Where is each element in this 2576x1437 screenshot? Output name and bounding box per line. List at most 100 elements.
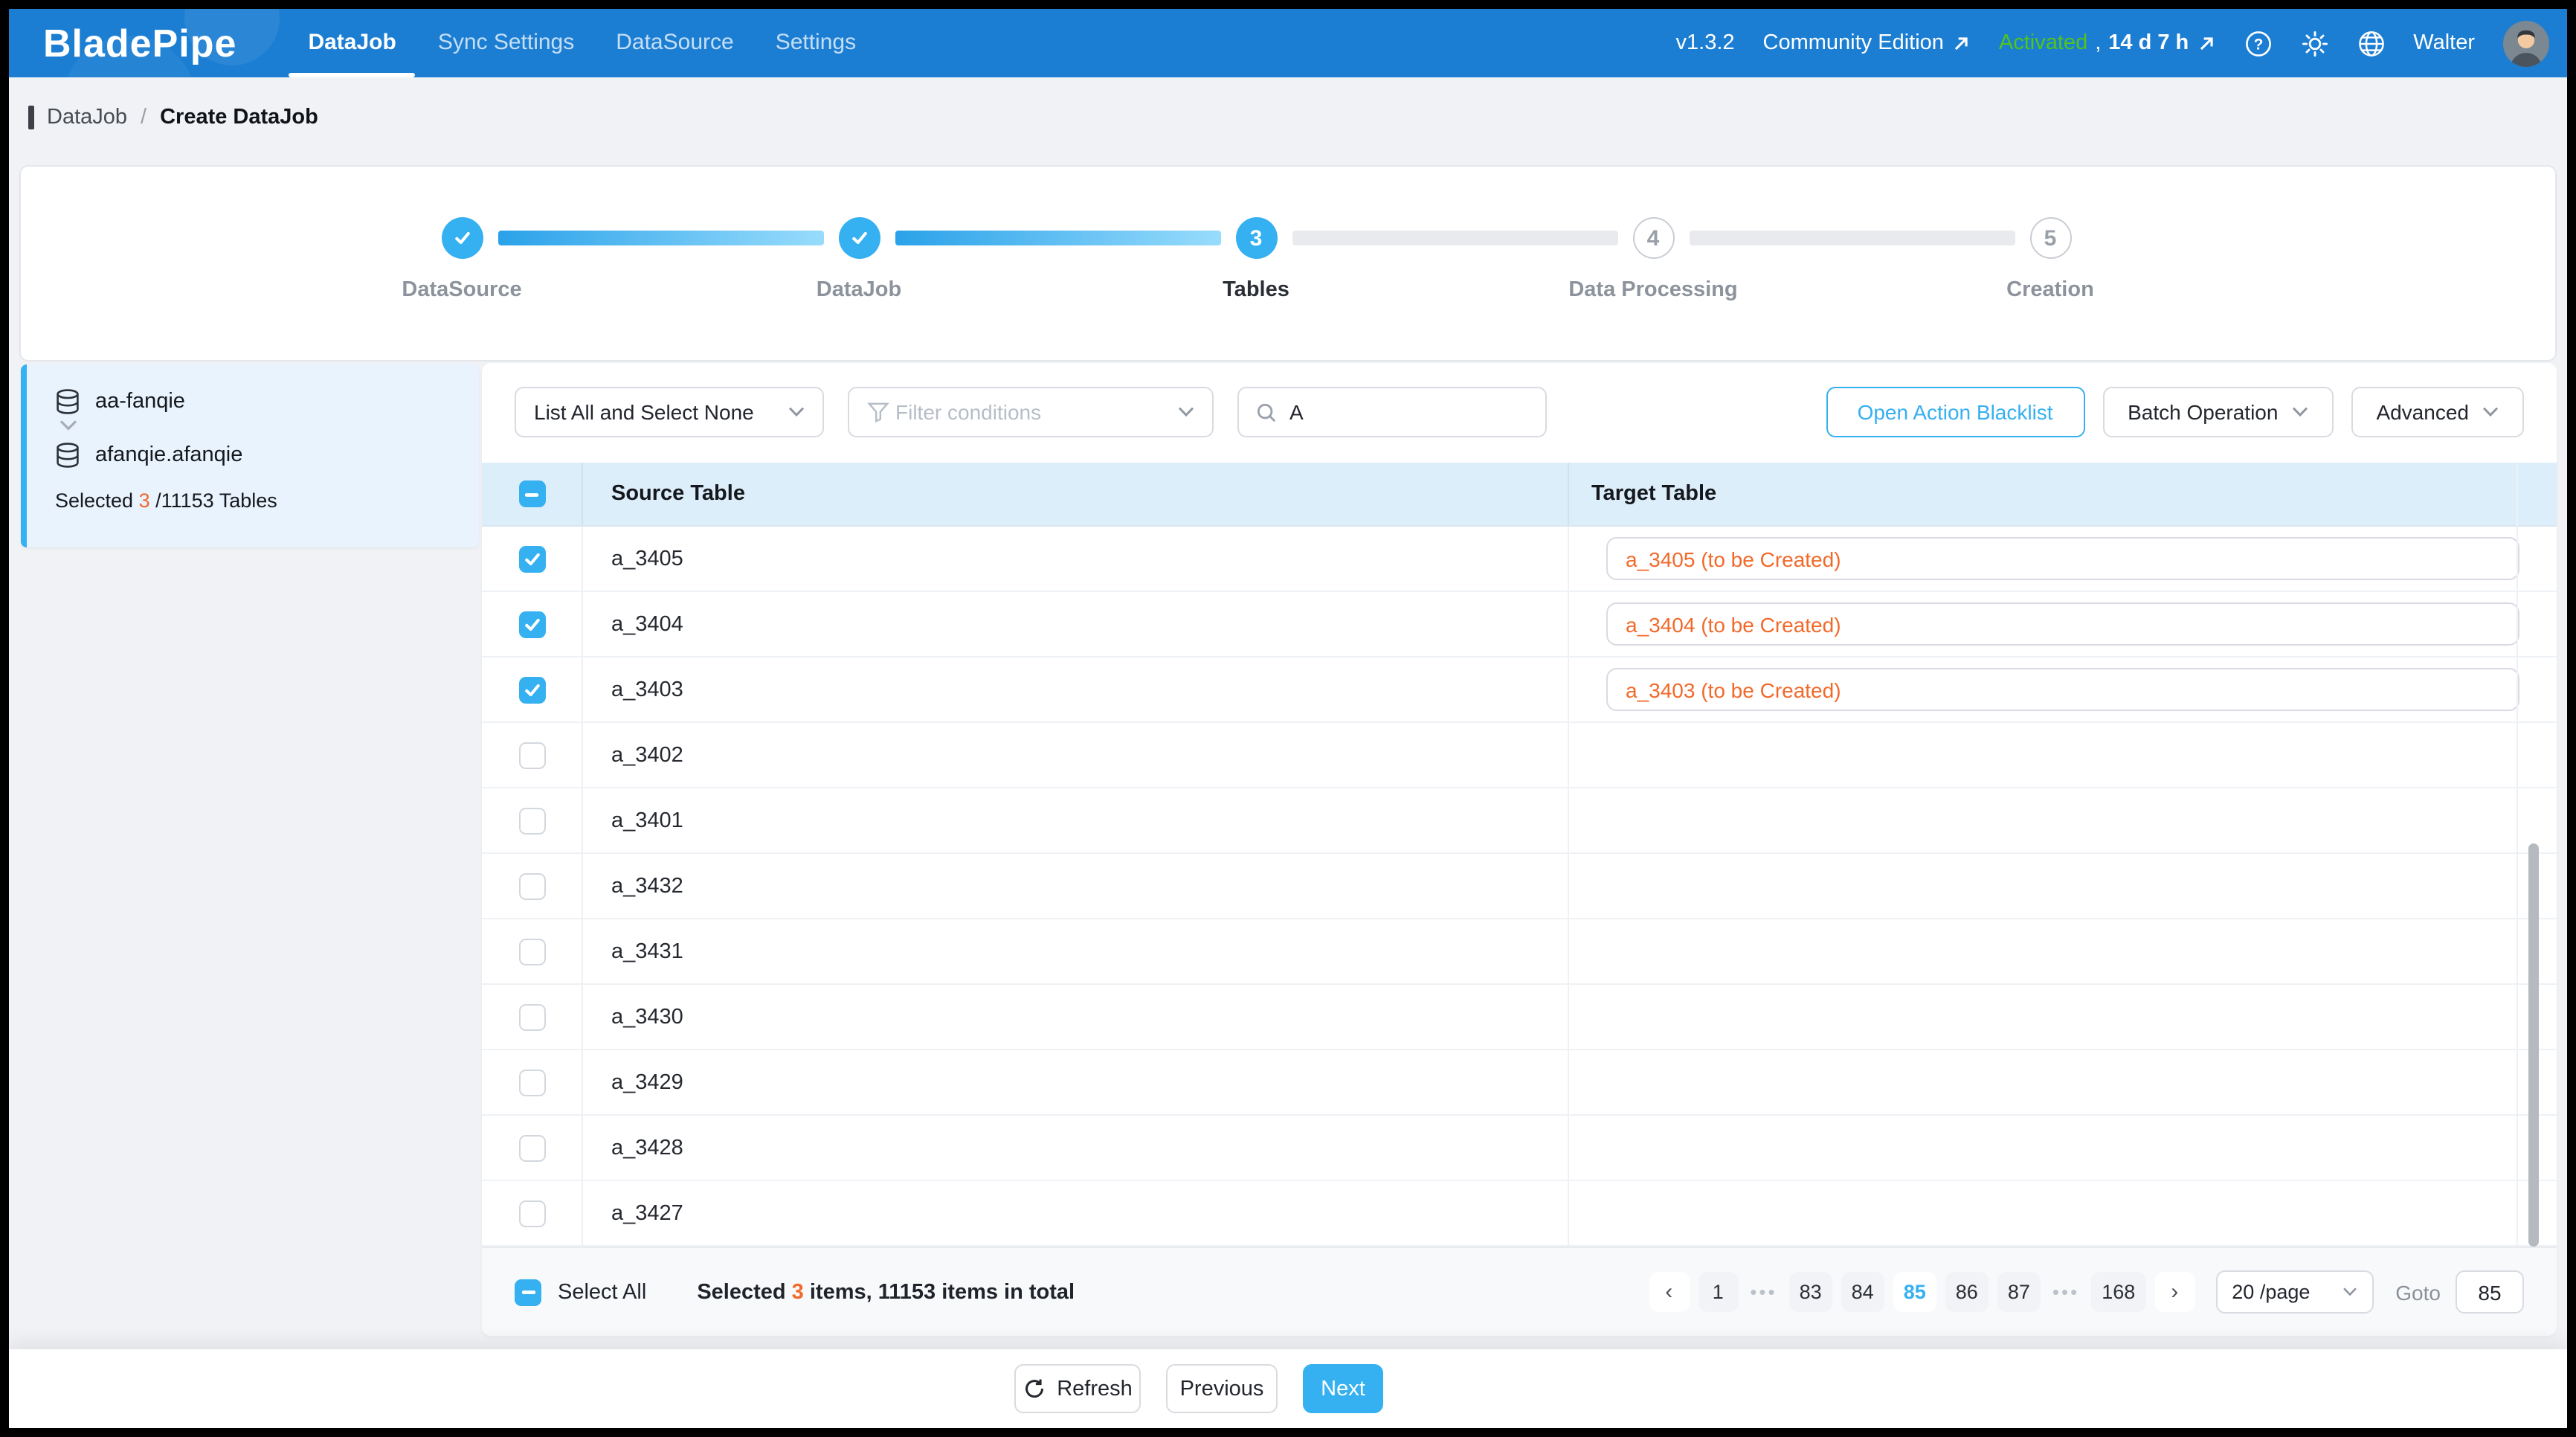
breadcrumb-accent-bar — [28, 106, 33, 129]
target-table-input[interactable]: a_3405 (to be Created) — [1606, 537, 2519, 580]
activation-status-link[interactable]: Activated , 14 d 7 h — [1999, 31, 2215, 55]
target-table-input[interactable]: a_3404 (to be Created) — [1606, 602, 2519, 646]
table-row: a_3401 — [482, 788, 2557, 854]
pagination-next-button[interactable]: › — [2154, 1272, 2195, 1312]
refresh-button[interactable]: Refresh — [1014, 1364, 1141, 1413]
pagination-page[interactable]: 168 — [2091, 1272, 2146, 1312]
table-search-input[interactable]: A — [1237, 387, 1547, 437]
row-checkbox[interactable] — [518, 1069, 545, 1096]
pagination-page[interactable]: 86 — [1945, 1272, 1989, 1312]
chevron-down-icon — [2291, 406, 2308, 418]
toolbar-actions: Open Action Blacklist Batch Operation Ad… — [1826, 387, 2524, 437]
bladepipe-logo: BladePipe — [43, 20, 237, 65]
page-title: Create DataJob — [160, 106, 318, 129]
goto-page-input[interactable]: 85 — [2456, 1270, 2524, 1314]
batch-operation-button[interactable]: Batch Operation — [2102, 387, 2334, 437]
datasource-summary-panel: aa-fanqie afanqie.afanqie Selected 3 /11… — [21, 364, 479, 547]
app-window: BladePipe DataJob Sync Settings DataSource… — [9, 9, 2567, 1428]
target-table-cell — [1569, 1116, 2519, 1180]
flow-direction-chevron-icon — [59, 419, 479, 437]
pagination-page[interactable]: 83 — [1788, 1272, 1832, 1312]
nav-item-datajob[interactable]: DataJob — [287, 9, 416, 77]
select-page-checkbox-indeterminate[interactable] — [518, 480, 545, 507]
table-row: a_3431 — [482, 919, 2557, 985]
pagination-prev-button[interactable]: ‹ — [1649, 1272, 1690, 1312]
source-datasource-name: aa-fanqie — [95, 390, 185, 414]
nav-item-datasource[interactable]: DataSource — [616, 30, 734, 55]
breadcrumb-separator: / — [141, 106, 147, 129]
chevron-down-icon — [2482, 406, 2499, 418]
target-table-cell — [1569, 854, 2519, 918]
activated-badge: Activated — [1998, 31, 2088, 55]
database-icon — [57, 389, 79, 414]
filter-conditions-select[interactable]: Filter conditions — [848, 387, 1214, 437]
source-table-cell: a_3432 — [611, 874, 683, 898]
row-checkbox[interactable] — [518, 742, 545, 768]
user-avatar[interactable] — [2503, 20, 2549, 66]
pagination-page[interactable]: 1 — [1698, 1272, 1739, 1312]
row-checkbox[interactable] — [518, 872, 545, 899]
external-link-icon — [2200, 36, 2212, 50]
row-checkbox[interactable] — [518, 1134, 545, 1161]
search-icon — [1257, 402, 1276, 422]
theme-brightness-icon[interactable] — [2300, 29, 2328, 57]
pagination-page-current[interactable]: 85 — [1893, 1272, 1936, 1312]
selected-tables-summary: Selected 3 /11153 Tables — [55, 489, 277, 512]
main-nav-menu: DataJob Sync Settings DataSource Settings — [287, 9, 877, 77]
source-table-cell: a_3427 — [611, 1201, 683, 1225]
row-checkbox[interactable] — [518, 938, 545, 965]
vertical-scrollbar-thumb[interactable] — [2528, 843, 2539, 1247]
username-label[interactable]: Walter — [2413, 31, 2475, 55]
step-label: Tables — [1223, 278, 1289, 302]
chevron-down-icon — [2342, 1287, 2357, 1297]
target-table-column-header: Target Table — [1591, 482, 1717, 506]
community-edition-link[interactable]: Community Edition — [1763, 31, 1971, 55]
breadcrumb: DataJob / Create DataJob — [9, 86, 318, 149]
pagination-ellipsis[interactable]: ••• — [1750, 1281, 1777, 1303]
selection-summary: Selected 3 items, 11153 items in total — [697, 1280, 1075, 1304]
table-row: a_3427 — [482, 1181, 2557, 1247]
open-action-blacklist-button[interactable]: Open Action Blacklist — [1826, 387, 2085, 437]
advanced-button[interactable]: Advanced — [2351, 387, 2524, 437]
table-row: a_3404 a_3404 (to be Created) — [482, 592, 2557, 658]
nav-item-sync-settings[interactable]: Sync Settings — [437, 30, 575, 55]
chevron-down-icon — [788, 406, 805, 418]
table-header: Source Table Target Table — [482, 463, 2557, 527]
source-table-cell: a_3429 — [611, 1070, 683, 1094]
pagination-ellipsis[interactable]: ••• — [2052, 1281, 2080, 1303]
table-row: a_3428 — [482, 1116, 2557, 1181]
table-toolbar: List All and Select None Filter conditio… — [515, 387, 2524, 437]
wizard-step-datajob: DataJob — [660, 217, 1057, 302]
step-check-icon — [441, 217, 483, 259]
table-footer: Select All Selected 3 items, 11153 items… — [482, 1247, 2557, 1336]
select-all-label[interactable]: Select All — [558, 1280, 647, 1304]
target-table-input[interactable]: a_3403 (to be Created) — [1606, 668, 2519, 711]
breadcrumb-parent[interactable]: DataJob — [47, 106, 128, 129]
step-label: Creation — [2006, 278, 2094, 302]
row-checkbox[interactable] — [518, 807, 545, 834]
step-connector-bar — [1292, 231, 1617, 245]
nav-item-settings[interactable]: Settings — [775, 30, 857, 55]
row-checkbox[interactable] — [518, 611, 545, 637]
select-all-checkbox-indeterminate[interactable] — [515, 1279, 541, 1305]
row-checkbox[interactable] — [518, 1003, 545, 1030]
language-globe-icon[interactable] — [2357, 29, 2385, 57]
selected-items-count: 3 — [791, 1280, 804, 1304]
row-checkbox[interactable] — [518, 1200, 545, 1227]
target-datasource-item[interactable]: afanqie.afanqie — [55, 440, 479, 470]
source-datasource-item[interactable]: aa-fanqie — [55, 387, 479, 417]
previous-button[interactable]: Previous — [1166, 1364, 1278, 1413]
row-checkbox[interactable] — [518, 676, 545, 703]
row-checkbox[interactable] — [518, 545, 545, 572]
help-icon[interactable]: ? — [2244, 29, 2272, 57]
next-button[interactable]: Next — [1303, 1364, 1383, 1413]
wizard-step-datasource: DataSource — [263, 217, 660, 302]
wizard-buttons: Refresh Previous Next — [1014, 1364, 1383, 1413]
list-mode-select[interactable]: List All and Select None — [515, 387, 824, 437]
pagination: ‹ 1 ••• 83 84 85 86 87 ••• 168 › — [1649, 1272, 2195, 1312]
version-label: v1.3.2 — [1675, 31, 1735, 55]
pagination-page[interactable]: 84 — [1841, 1272, 1884, 1312]
page-size-select[interactable]: 20 /page — [2215, 1270, 2374, 1314]
pagination-page[interactable]: 87 — [1997, 1272, 2041, 1312]
